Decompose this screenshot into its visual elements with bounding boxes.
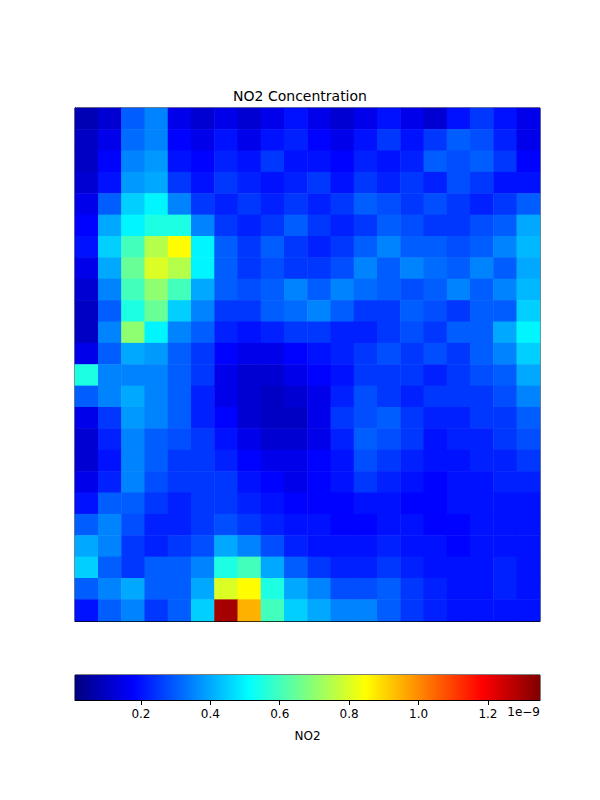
svg-text:NO2 Concentration: NO2 Concentration [233, 88, 367, 104]
svg-text:0.6: 0.6 [270, 707, 289, 721]
svg-text:NO2: NO2 [294, 729, 320, 743]
svg-text:0.4: 0.4 [201, 707, 220, 721]
svg-text:1.2: 1.2 [478, 707, 497, 721]
svg-text:1.0: 1.0 [409, 707, 428, 721]
svg-text:0.8: 0.8 [340, 707, 359, 721]
svg-text:1e−9: 1e−9 [507, 705, 540, 719]
svg-text:0.2: 0.2 [131, 707, 150, 721]
